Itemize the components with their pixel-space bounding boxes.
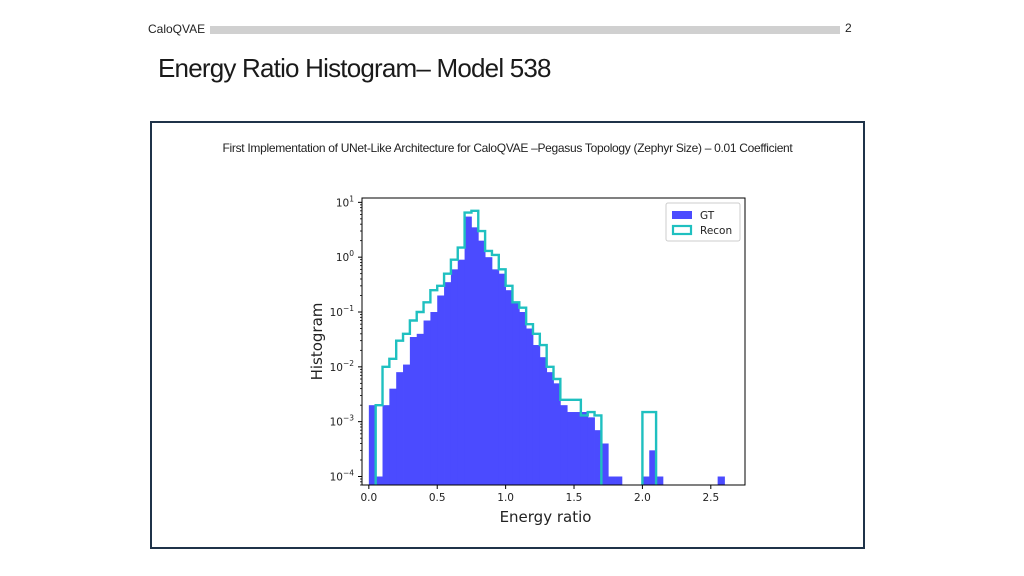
gt-bar (574, 412, 582, 485)
gt-bar (580, 412, 589, 485)
legend-recon-label: Recon (700, 225, 732, 237)
gt-bar (382, 405, 390, 485)
gt-bar (457, 259, 465, 485)
plot-frame (361, 197, 746, 486)
x-tick-label: 0.5 (429, 492, 446, 504)
x-tick-label: 0.0 (360, 492, 377, 504)
y-tick-label: 10−1 (330, 304, 355, 319)
gt-bar (546, 372, 554, 485)
gt-bar (526, 328, 534, 485)
gt-bar (389, 388, 397, 485)
gt-bar (368, 405, 377, 485)
legend-gt-swatch (672, 211, 692, 219)
x-axis-label: Energy ratio (500, 508, 592, 526)
gt-bar (430, 312, 438, 485)
gt-bar (396, 372, 404, 485)
x-tick-label: 2.0 (634, 492, 651, 504)
page-number: 2 (845, 21, 852, 35)
gt-bar (615, 476, 623, 485)
y-tick-label: 10−4 (330, 469, 355, 484)
gt-bar (485, 257, 493, 485)
gt-bar (539, 357, 548, 485)
gt-bar (519, 312, 527, 485)
slide-title: Energy Ratio Histogram– Model 538 (158, 53, 552, 83)
gt-bar (409, 337, 418, 485)
gt-bar (567, 412, 575, 485)
gt-bar (450, 269, 459, 485)
gt-bar (649, 450, 657, 485)
y-tick-label: 10−2 (330, 359, 355, 374)
gt-bar (587, 417, 595, 485)
gt-bar (491, 269, 500, 485)
gt-bar (560, 405, 568, 485)
gt-bar (594, 430, 602, 485)
gt-bar (375, 476, 383, 485)
gt-bar (601, 443, 609, 485)
gt-bar (642, 476, 650, 485)
gt-bar (423, 320, 431, 485)
x-tick-label: 1.5 (566, 492, 583, 504)
x-tick-label: 1.0 (497, 492, 514, 504)
legend-gt-label: GT (700, 210, 715, 222)
gt-bar (532, 345, 541, 485)
header-bar (210, 26, 840, 34)
gt-bar (464, 216, 472, 485)
gt-bar (444, 282, 452, 485)
y-tick-label: 100 (336, 249, 354, 264)
gt-bar (656, 476, 664, 485)
gt-bar (608, 476, 616, 485)
legend-recon-swatch (671, 224, 693, 236)
gt-bar (498, 273, 507, 485)
x-tick-label: 2.5 (702, 492, 719, 504)
gt-bar (553, 383, 561, 485)
gt-bar (416, 333, 424, 485)
y-axis-label: Histogram (308, 303, 326, 381)
gt-bar (478, 240, 486, 485)
recon-step-line (374, 209, 658, 485)
gt-bar (717, 476, 725, 485)
header-label: CaloQVAE (148, 22, 206, 36)
gt-bar (403, 364, 411, 485)
y-tick-label: 101 (336, 194, 354, 209)
gt-bar (437, 295, 445, 485)
y-tick-label: 10−3 (330, 414, 355, 429)
gt-bar (471, 227, 479, 486)
gt-bar (512, 302, 520, 485)
figure-caption: First Implementation of UNet-Like Archit… (222, 141, 793, 155)
gt-bar (505, 290, 513, 485)
